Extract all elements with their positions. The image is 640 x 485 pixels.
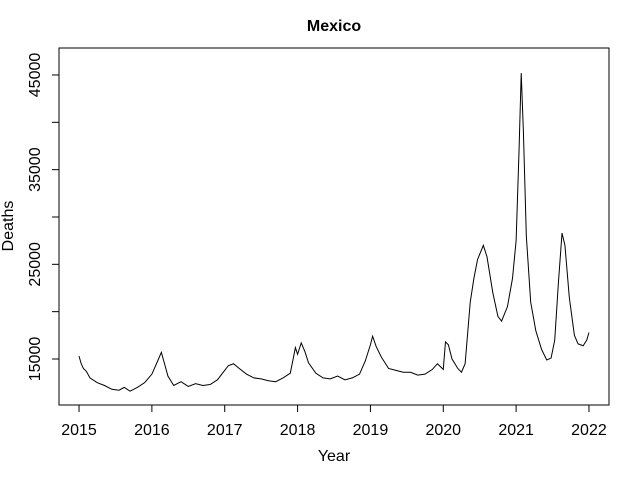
y-axis-label: Deaths <box>0 201 17 252</box>
x-tick-label: 2021 <box>498 422 534 439</box>
chart-title: Mexico <box>307 18 361 35</box>
x-tick-label: 2015 <box>61 422 97 439</box>
y-tick-label: 45000 <box>27 53 44 98</box>
y-tick-label: 25000 <box>27 242 44 287</box>
x-tick-label: 2020 <box>425 422 461 439</box>
x-tick-label: 2016 <box>134 422 170 439</box>
x-tick-label: 2022 <box>571 422 607 439</box>
x-tick-label: 2017 <box>207 422 243 439</box>
y-tick-label: 15000 <box>27 337 44 382</box>
x-tick-label: 2019 <box>353 422 389 439</box>
y-tick-label: 35000 <box>27 147 44 192</box>
x-tick-label: 2018 <box>280 422 316 439</box>
data-line <box>78 73 590 392</box>
x-axis-label: Year <box>318 448 351 465</box>
